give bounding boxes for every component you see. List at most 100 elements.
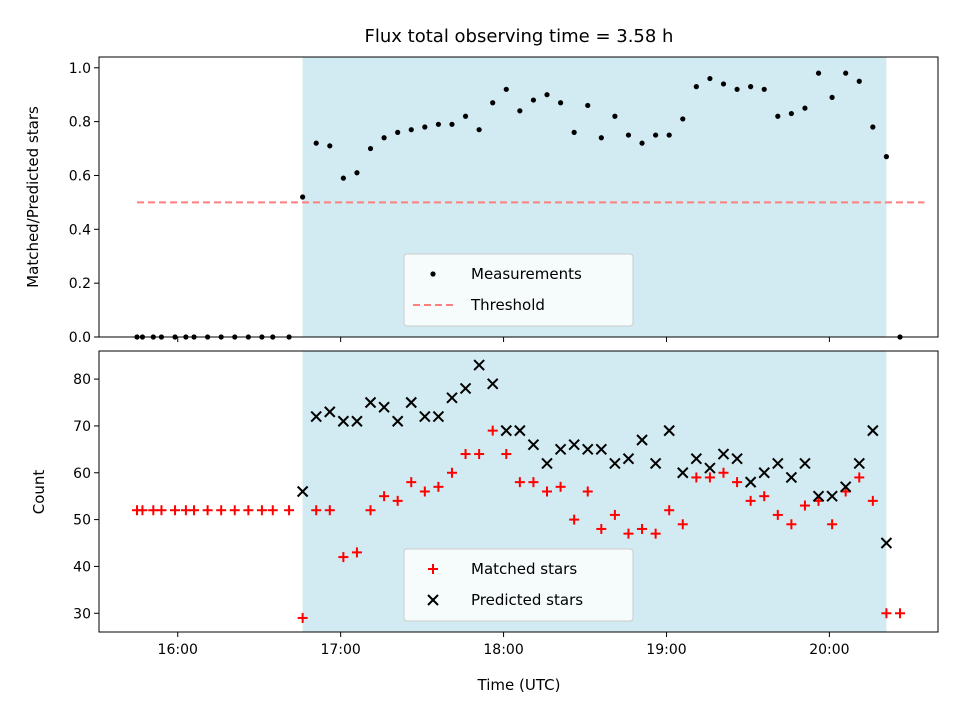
x-tick-label-3: 19:00 xyxy=(646,642,686,658)
bottom-series-0-point-43 xyxy=(691,472,702,483)
bottom-series-1 xyxy=(296,359,893,549)
top-y-tick-label-2: 0.4 xyxy=(69,222,91,238)
bottom-series-0-point-18 xyxy=(351,547,362,558)
bottom-series-0-point-9 xyxy=(229,505,240,516)
bottom-series-1-point-26-b xyxy=(649,457,662,470)
bottom-series-1-point-38 xyxy=(812,490,825,502)
bottom-series-1-point-32-b xyxy=(731,453,743,465)
bottom-series-1-point-0 xyxy=(296,485,309,498)
bottom-series-1-point-39 xyxy=(826,490,838,502)
top-y-tick-label-5: 1.0 xyxy=(69,61,91,77)
top-series-0-point-31 xyxy=(530,97,537,103)
top-series-0-point-33 xyxy=(557,100,564,106)
bottom-series-0-point-1 xyxy=(137,505,148,516)
bottom-series-0-point-7 xyxy=(202,505,213,516)
bottom-series-1-point-16-b xyxy=(514,424,526,437)
bottom-legend-swatch-0 xyxy=(428,564,438,574)
bottom-series-1-point-2 xyxy=(324,406,336,418)
bottom-series-0-point-37 xyxy=(609,509,620,520)
bottom-series-1-point-42-b xyxy=(867,424,879,437)
top-series-0-point-20 xyxy=(381,135,387,141)
bottom-y-tick-label-0: 30 xyxy=(73,606,91,622)
bottom-series-1-point-8 xyxy=(405,396,417,409)
bottom-series-1-point-27-b xyxy=(663,424,675,437)
bottom-series-1-point-28 xyxy=(677,467,689,479)
bottom-series-1-point-22 xyxy=(595,443,608,456)
top-series-0-point-32 xyxy=(544,92,550,98)
bottom-series-0-point-24 xyxy=(433,481,444,492)
top-series-0-point-55 xyxy=(856,78,862,84)
bottom-series-0-point-27 xyxy=(474,449,485,460)
bottom-series-1-point-33-b xyxy=(744,476,757,488)
bottom-series-1-point-21-b xyxy=(582,443,594,456)
bottom-series-1-point-6 xyxy=(378,401,390,413)
bottom-series-1-point-17-b xyxy=(527,438,540,451)
bottom-series-1-point-18 xyxy=(541,457,553,470)
bottom-series-0-point-38 xyxy=(623,528,634,539)
bottom-legend-label-1: Predicted stars xyxy=(471,591,583,609)
bottom-series-0-point-40 xyxy=(650,528,661,539)
bottom-series-1-point-5 xyxy=(364,396,377,409)
top-series-0-point-14 xyxy=(300,194,306,200)
top-series-0-point-22 xyxy=(408,127,414,133)
bottom-series-1-point-7-b xyxy=(391,415,404,427)
bottom-series-0-point-33 xyxy=(555,481,566,492)
bottom-y-tick-label-2: 50 xyxy=(73,513,91,529)
bottom-series-1-point-23 xyxy=(609,457,621,470)
top-series-0-point-21 xyxy=(395,129,401,135)
bottom-series-0 xyxy=(132,425,905,623)
top-series-0-point-51 xyxy=(802,105,808,111)
top-series-0-point-16 xyxy=(327,143,333,149)
bottom-series-1-point-28-b xyxy=(677,467,689,479)
x-tick-label-1: 17:00 xyxy=(320,642,360,658)
bottom-series-0-point-56 xyxy=(867,495,878,506)
bottom-series-1-point-40 xyxy=(839,481,852,493)
bottom-series-0-point-16 xyxy=(324,505,335,516)
x-axis-label: Time (UTC) xyxy=(477,676,561,694)
top-series-0-point-39 xyxy=(639,140,645,146)
top-y-tick-label-0: 0.0 xyxy=(69,330,91,346)
bottom-series-1-point-34-b xyxy=(758,467,770,479)
top-series-0-point-17 xyxy=(340,175,346,181)
top-series-0-point-49 xyxy=(775,113,781,119)
x-tick-label-0: 16:00 xyxy=(158,642,198,658)
top-series-0-point-57 xyxy=(883,154,890,160)
bottom-series-0-point-58 xyxy=(894,608,905,619)
bottom-series-0-point-31 xyxy=(528,477,539,488)
bottom-series-1-point-38-b xyxy=(812,490,825,502)
bottom-series-1-point-8-b xyxy=(405,396,417,409)
top-series-0-point-56 xyxy=(870,124,876,130)
bottom-series-1-point-31-b xyxy=(717,448,730,460)
bottom-legend-label-0: Matched stars xyxy=(471,560,577,578)
bottom-series-1-point-1-b xyxy=(310,410,322,423)
chart-title: Flux total observing time = 3.58 h xyxy=(365,26,674,47)
bottom-series-1-point-10 xyxy=(432,410,445,423)
bottom-series-1-point-31 xyxy=(717,448,730,460)
bottom-series-0-point-3 xyxy=(156,505,167,516)
top-series-0-point-24 xyxy=(435,121,442,127)
bottom-y-tick-label-4: 70 xyxy=(73,419,91,435)
top-series-0-point-41 xyxy=(666,132,672,138)
bottom-series-1-point-41 xyxy=(853,457,865,470)
bottom-series-0-point-4 xyxy=(170,505,181,516)
top-axes-frame xyxy=(98,56,939,338)
top-series-0-point-25 xyxy=(449,121,455,127)
bottom-series-1-point-27 xyxy=(663,424,675,437)
bottom-series-0-point-10 xyxy=(243,505,254,516)
bottom-series-0-point-14 xyxy=(297,612,308,623)
bottom-series-1-point-7 xyxy=(391,415,404,427)
bottom-series-1-point-10-b xyxy=(432,410,445,423)
top-y-axis-label: Matched/Predicted stars xyxy=(24,106,42,288)
bottom-axes-frame xyxy=(98,350,939,633)
top-panel: 0.00.20.40.60.81.0MeasurementsThreshold … xyxy=(24,56,939,346)
bottom-series-1-point-26 xyxy=(649,457,662,470)
bottom-series-0-point-41 xyxy=(664,505,675,516)
bottom-series-1-point-18-b xyxy=(541,457,553,470)
bottom-series-1-point-15 xyxy=(500,424,512,437)
bottom-series-1-point-43 xyxy=(880,537,893,549)
bottom-series-0-point-15 xyxy=(311,505,322,516)
bottom-series-1-point-30-b xyxy=(704,462,716,474)
bottom-series-1-point-39-b xyxy=(826,490,838,502)
bottom-series-1-point-24 xyxy=(622,453,635,465)
